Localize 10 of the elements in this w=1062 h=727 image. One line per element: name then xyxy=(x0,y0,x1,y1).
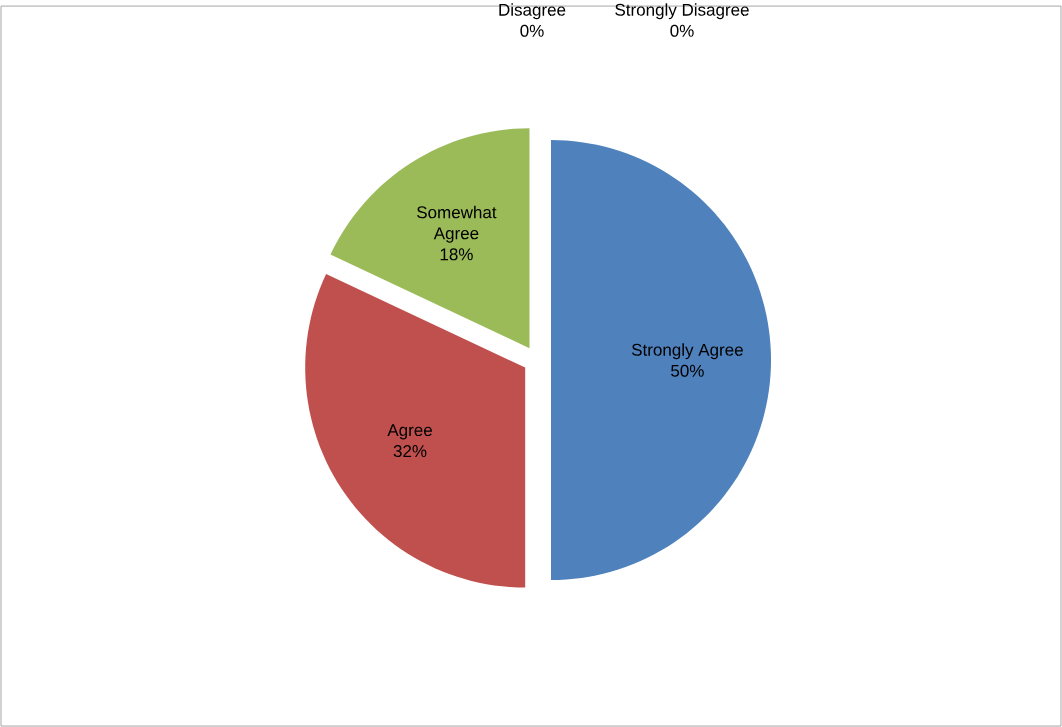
text: 0% xyxy=(520,24,544,37)
category-label: Disagree xyxy=(499,3,566,20)
text: 0% xyxy=(670,24,694,37)
slice-label: Somewhat Agree xyxy=(417,205,497,243)
slice-label: Strongly Agree xyxy=(631,343,743,360)
data-label: 18% xyxy=(440,248,473,261)
category-label: Strongly Disagree xyxy=(615,3,749,20)
data-label: 50% xyxy=(671,364,704,377)
slice-label: Agree xyxy=(387,424,432,440)
data-label: 32% xyxy=(393,445,427,458)
